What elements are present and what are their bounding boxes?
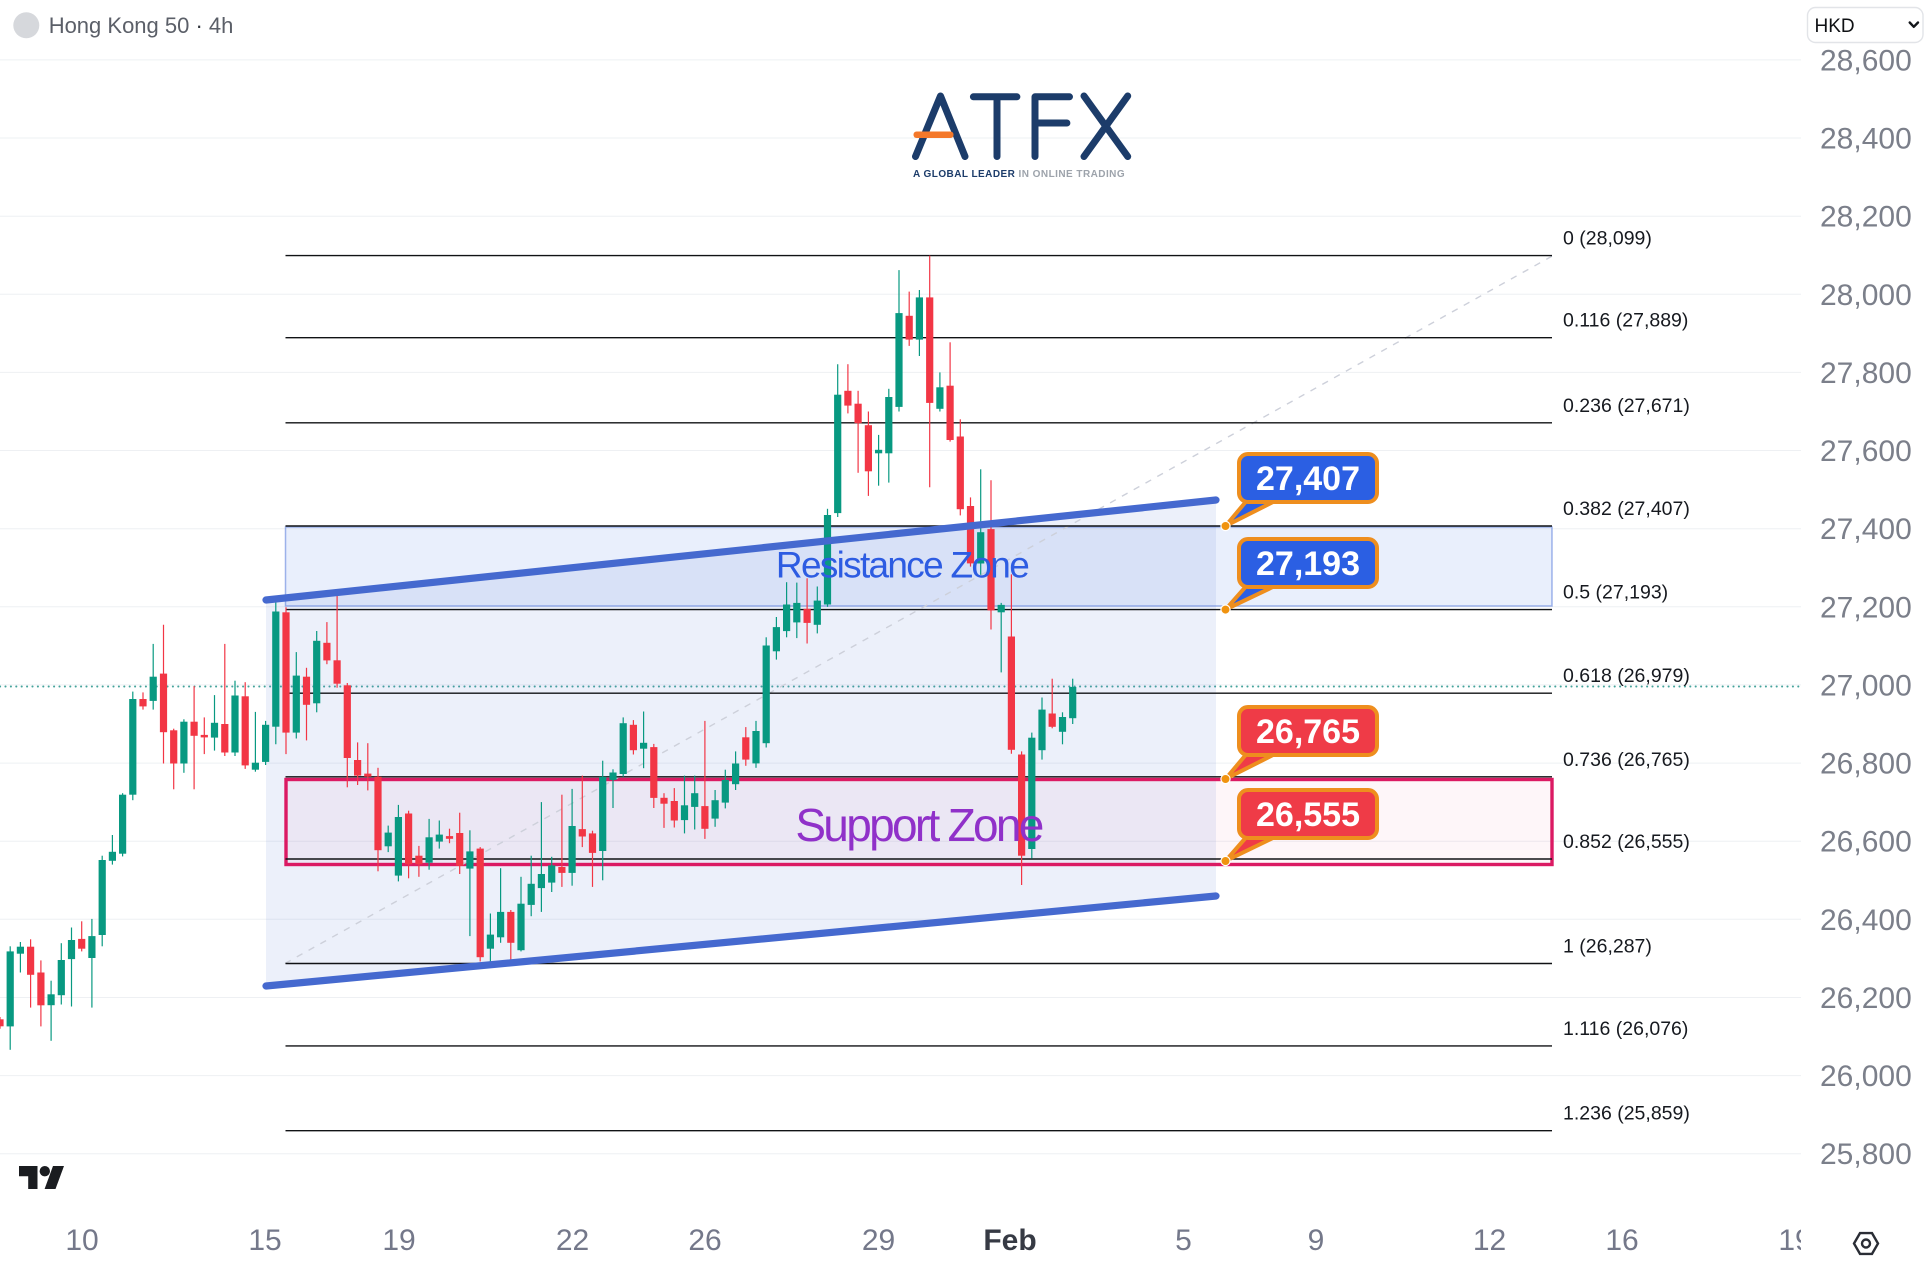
svg-text:26,600: 26,600 — [1820, 826, 1912, 859]
svg-text:28,200: 28,200 — [1820, 201, 1912, 234]
svg-text:0.5 (27,193): 0.5 (27,193) — [1563, 582, 1668, 604]
svg-text:27,200: 27,200 — [1820, 591, 1912, 624]
svg-text:A GLOBAL LEADER IN ONLINE TRAD: A GLOBAL LEADER IN ONLINE TRADING — [913, 169, 1125, 180]
svg-text:22: 22 — [556, 1224, 589, 1257]
svg-text:28,000: 28,000 — [1820, 279, 1912, 312]
svg-text:10: 10 — [65, 1224, 98, 1257]
svg-text:27,800: 27,800 — [1820, 357, 1912, 390]
svg-text:0.852 (26,555): 0.852 (26,555) — [1563, 831, 1690, 853]
svg-text:27,193: 27,193 — [1256, 545, 1360, 583]
svg-text:16: 16 — [1605, 1224, 1638, 1257]
svg-text:28,400: 28,400 — [1820, 123, 1912, 156]
svg-text:0.116 (27,889): 0.116 (27,889) — [1563, 310, 1688, 332]
svg-text:26,765: 26,765 — [1256, 713, 1360, 751]
svg-text:26,400: 26,400 — [1820, 904, 1912, 937]
svg-text:9: 9 — [1308, 1224, 1325, 1257]
svg-text:25,800: 25,800 — [1820, 1138, 1912, 1171]
svg-text:Feb: Feb — [983, 1224, 1036, 1257]
svg-text:26,800: 26,800 — [1820, 748, 1912, 781]
svg-text:15: 15 — [248, 1224, 281, 1257]
svg-text:0 (28,099): 0 (28,099) — [1563, 228, 1652, 250]
svg-text:1.116 (26,076): 1.116 (26,076) — [1563, 1018, 1688, 1040]
svg-text:0.236 (27,671): 0.236 (27,671) — [1563, 395, 1690, 417]
svg-text:0.736 (26,765): 0.736 (26,765) — [1563, 749, 1690, 771]
svg-text:5: 5 — [1175, 1224, 1192, 1257]
svg-text:27,400: 27,400 — [1820, 513, 1912, 546]
svg-text:Resistance Zone: Resistance Zone — [776, 545, 1028, 586]
svg-text:28,600: 28,600 — [1820, 44, 1912, 77]
svg-text:0.382 (27,407): 0.382 (27,407) — [1563, 498, 1690, 520]
svg-text:Support Zone: Support Zone — [795, 799, 1042, 851]
svg-text:26,555: 26,555 — [1256, 796, 1360, 834]
svg-text:26: 26 — [688, 1224, 721, 1257]
svg-text:HKD: HKD — [1815, 16, 1855, 37]
svg-text:1 (26,287): 1 (26,287) — [1563, 936, 1652, 958]
svg-text:26,000: 26,000 — [1820, 1060, 1912, 1093]
svg-text:27,600: 27,600 — [1820, 435, 1912, 468]
svg-text:19: 19 — [382, 1224, 415, 1257]
svg-text:26,200: 26,200 — [1820, 982, 1912, 1015]
svg-text:Hong Kong 50 · 4h: Hong Kong 50 · 4h — [49, 13, 234, 38]
svg-text:0.618 (26,979): 0.618 (26,979) — [1563, 665, 1690, 687]
svg-text:12: 12 — [1473, 1224, 1506, 1257]
svg-text:29: 29 — [862, 1224, 895, 1257]
svg-text:1.236 (25,859): 1.236 (25,859) — [1563, 1103, 1690, 1125]
svg-text:27,000: 27,000 — [1820, 669, 1912, 702]
svg-text:27,407: 27,407 — [1256, 460, 1360, 498]
